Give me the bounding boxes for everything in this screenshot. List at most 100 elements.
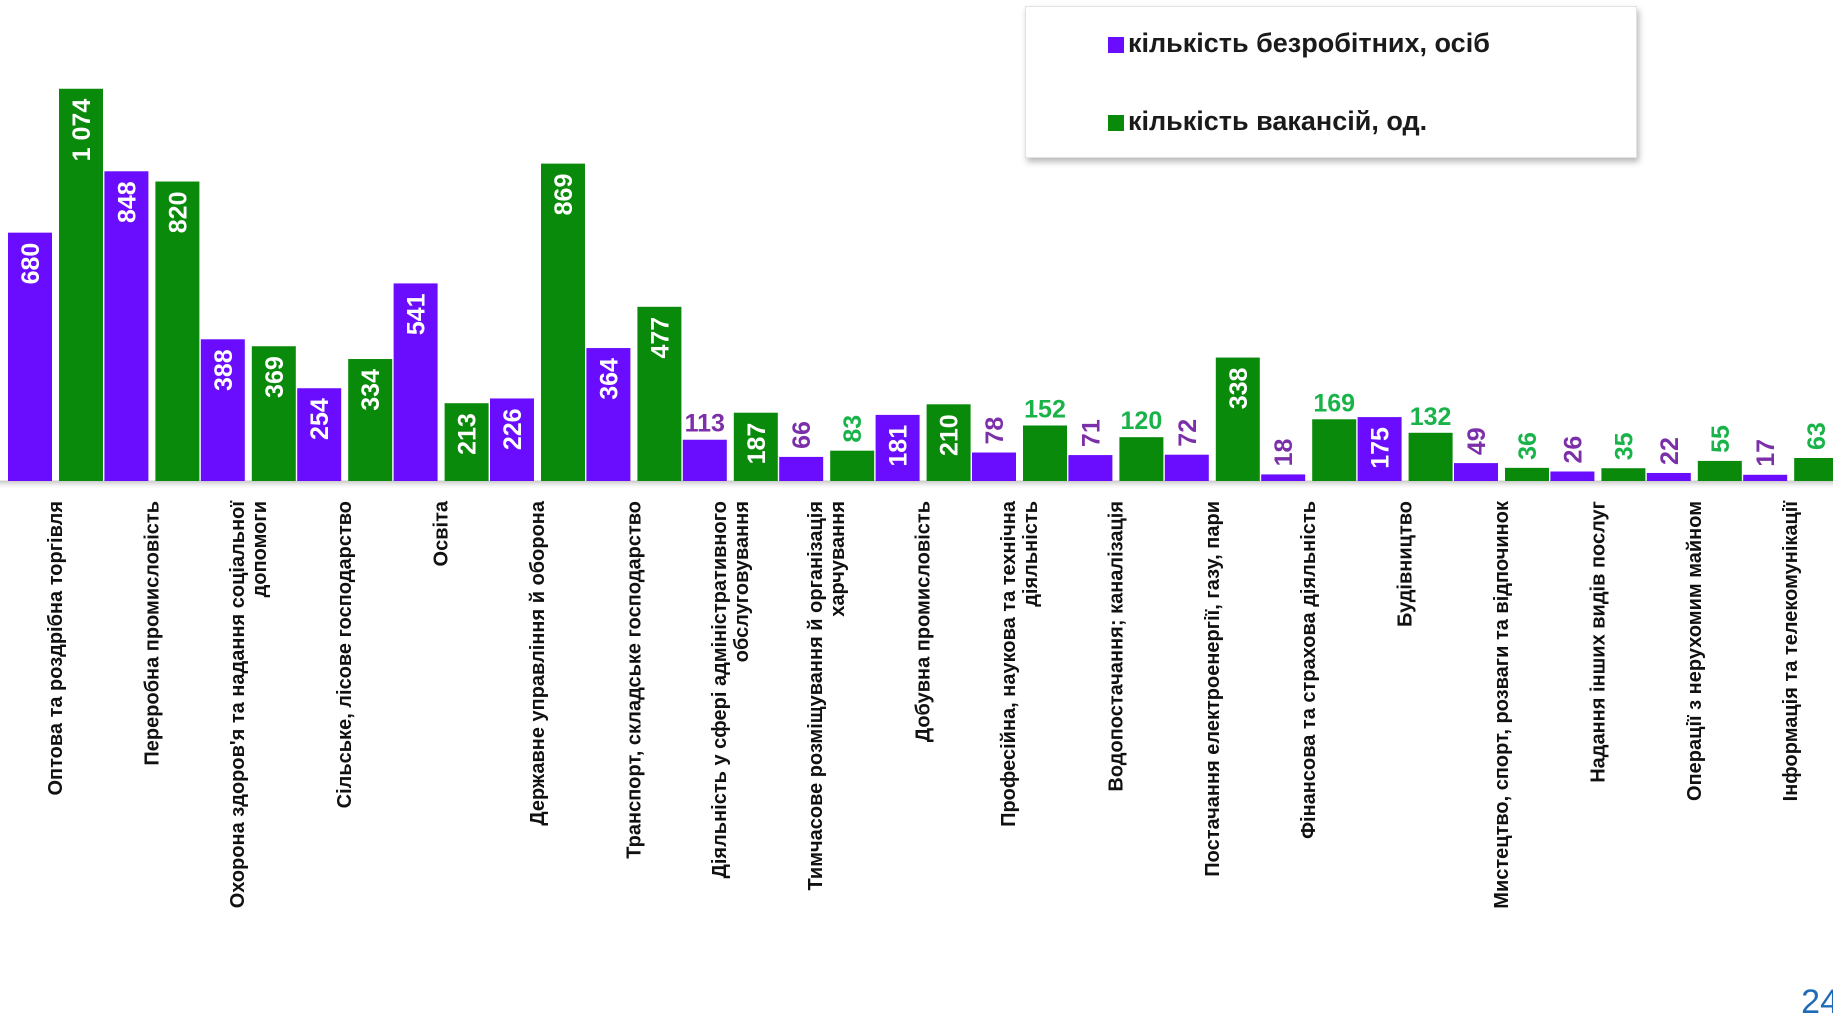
- category-label: Сільське, лісове господарство: [334, 501, 356, 808]
- data-label-vacancies: 334: [357, 369, 385, 411]
- data-label-vacancies: 63: [1803, 422, 1831, 450]
- bar-vacancies: [1408, 432, 1453, 481]
- bar-vacancies: [637, 306, 682, 481]
- category-label: Оптова та роздрібна торгівля: [45, 501, 67, 796]
- bar-unemployed: [1454, 463, 1498, 481]
- data-label-unemployed: 181: [885, 425, 913, 467]
- data-label-unemployed: 78: [981, 417, 1009, 445]
- category-label: Охорона здоров'я та надання соціальноїдо…: [227, 501, 271, 909]
- data-label-unemployed: 254: [306, 398, 334, 440]
- legend-label-vacancies: кількість вакансій, од.: [1128, 106, 1428, 136]
- bar-unemployed: [8, 232, 52, 481]
- category-label: Переробна промисловість: [141, 501, 163, 766]
- data-label-vacancies: 35: [1610, 432, 1638, 460]
- bar-unemployed: [1646, 472, 1691, 481]
- bar-vacancies: [251, 346, 296, 481]
- legend-label-unemployed: кількість безробітних, осіб: [1128, 28, 1490, 58]
- bar-unemployed: [875, 414, 920, 481]
- legend-item-vacancies: кількість вакансій, од.: [1108, 101, 1427, 141]
- bar-vacancies: [1505, 467, 1549, 481]
- data-label-vacancies: 83: [839, 415, 867, 443]
- bar-vacancies: [1215, 357, 1260, 481]
- data-label-unemployed: 26: [1559, 436, 1587, 464]
- bar-unemployed: [779, 456, 824, 481]
- data-label-unemployed: 680: [17, 243, 45, 285]
- category-label: Водопостачання; каналізація: [1105, 501, 1127, 792]
- data-label-vacancies: 369: [261, 356, 289, 398]
- bar-unemployed: [1550, 471, 1595, 481]
- bar-vacancies: [444, 403, 489, 481]
- category-label: Професійна, наукова та технічнадіяльніст…: [998, 500, 1042, 827]
- category-label: Мистецтво, спорт, розваги та відпочинок: [1491, 500, 1513, 909]
- bar-unemployed: [1357, 417, 1402, 481]
- data-label-unemployed: 848: [113, 181, 141, 223]
- legend-swatch-unemployed: [1108, 37, 1124, 53]
- data-label-vacancies: 152: [1024, 395, 1066, 423]
- legend-swatch-vacancies: [1108, 115, 1124, 131]
- data-label-vacancies: 55: [1707, 425, 1735, 453]
- legend-item-unemployed: кількість безробітних, осіб: [1108, 23, 1490, 63]
- bar-vacancies: [733, 412, 778, 481]
- data-label-unemployed: 388: [210, 349, 238, 391]
- bar-unemployed: [200, 339, 245, 481]
- category-label: Фінансова та страхова діяльність: [1298, 501, 1320, 839]
- data-label-vacancies: 820: [164, 192, 192, 234]
- category-label: Транспорт, складське господарство: [623, 501, 645, 859]
- bar-vacancies: [348, 359, 393, 481]
- data-label-vacancies: 169: [1313, 389, 1355, 417]
- bar-vacancies: [1794, 457, 1833, 481]
- category-label: Державне управління й оборона: [527, 500, 549, 826]
- data-label-unemployed: 541: [403, 293, 431, 335]
- category-label: Постачання електроенергії, газу, пари: [1202, 501, 1224, 877]
- data-label-vacancies: 132: [1410, 403, 1452, 431]
- data-label-unemployed: 175: [1367, 427, 1395, 469]
- bar-unemployed: [1261, 474, 1306, 481]
- bar-vacancies: [155, 181, 200, 482]
- category-label: Надання інших видів послуг: [1587, 501, 1609, 783]
- data-label-unemployed: 113: [685, 410, 725, 438]
- bar-vacancies: [1697, 460, 1742, 481]
- data-label-unemployed: 22: [1656, 437, 1684, 465]
- bar-unemployed: [490, 398, 534, 481]
- data-label-unemployed: 18: [1270, 439, 1298, 467]
- category-label: Будівництво: [1395, 501, 1417, 627]
- legend: кількість безробітних, осіб кількість ва…: [1025, 6, 1637, 158]
- bar-unemployed: [586, 348, 631, 481]
- data-label-vacancies: 869: [550, 174, 578, 216]
- data-label-unemployed: 49: [1463, 427, 1491, 455]
- data-label-unemployed: 17: [1752, 439, 1780, 467]
- data-label-unemployed: 66: [788, 421, 816, 449]
- page-number: 24: [1801, 983, 1833, 1021]
- bar-vacancies: [1023, 425, 1067, 481]
- bar-unemployed: [104, 171, 149, 481]
- category-label: Інформація та телекомунікації: [1780, 501, 1802, 802]
- bar-vacancies: [541, 163, 585, 481]
- category-label: Операції з нерухомим майном: [1684, 501, 1706, 801]
- bar-vacancies: [830, 450, 875, 481]
- data-label-unemployed: 72: [1174, 419, 1202, 447]
- category-label: Освіта: [431, 500, 453, 566]
- bar-vacancies: [1119, 437, 1164, 481]
- bar-vacancies: [59, 88, 103, 481]
- data-label-unemployed: 364: [595, 358, 623, 400]
- bar-unemployed: [1068, 455, 1113, 481]
- data-label-unemployed: 226: [499, 408, 527, 450]
- category-label: Добувна промисловість: [913, 501, 935, 742]
- bar-unemployed: [682, 439, 727, 481]
- data-label-vacancies: 213: [454, 413, 482, 455]
- bar-unemployed: [972, 452, 1016, 481]
- data-label-vacancies: 477: [646, 317, 674, 359]
- bar-unemployed: [1743, 474, 1788, 481]
- bar-vacancies: [926, 404, 971, 481]
- data-label-vacancies: 187: [743, 423, 771, 465]
- data-label-unemployed: 71: [1077, 419, 1105, 447]
- bar-vacancies: [1312, 419, 1357, 481]
- data-label-vacancies: 1 074: [68, 99, 96, 162]
- baseline-shadow: [0, 481, 1833, 490]
- category-label: Діяльність у сфері адміністративногообсл…: [709, 501, 753, 878]
- bar-unemployed: [1164, 454, 1209, 481]
- data-label-vacancies: 36: [1514, 432, 1542, 460]
- bar-unemployed: [393, 283, 438, 481]
- bar-unemployed: [297, 388, 342, 481]
